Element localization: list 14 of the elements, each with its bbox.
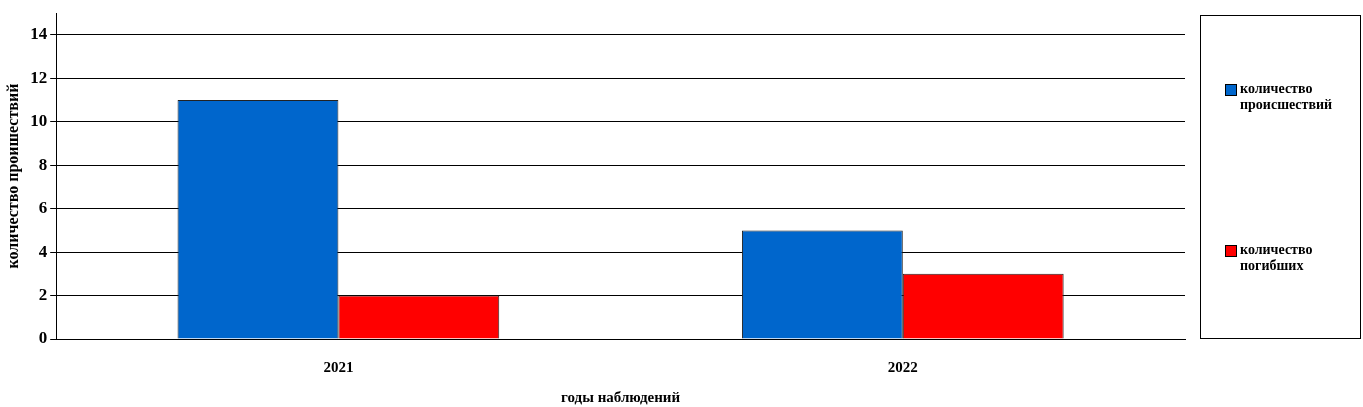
legend-label: количество погибших [1240, 241, 1314, 274]
legend-label: количество происшествий [1240, 80, 1334, 113]
y-tick-label: 14 [30, 24, 48, 44]
y-tick-label: 4 [38, 241, 48, 261]
y-axis-title: количество проишествий [3, 83, 22, 269]
x-axis-title: годы наблюдений [561, 388, 681, 405]
y-tick-label: 10 [30, 111, 48, 131]
y-tick-label: 6 [38, 198, 48, 218]
y-tick-label: 0 [38, 328, 48, 348]
y-tick-label: 8 [38, 154, 48, 174]
x-tick-label: 2022 [887, 358, 918, 375]
y-tick-label: 2 [38, 284, 48, 304]
x-tick-label: 2021 [323, 358, 354, 375]
y-tick-label: 12 [30, 67, 48, 87]
